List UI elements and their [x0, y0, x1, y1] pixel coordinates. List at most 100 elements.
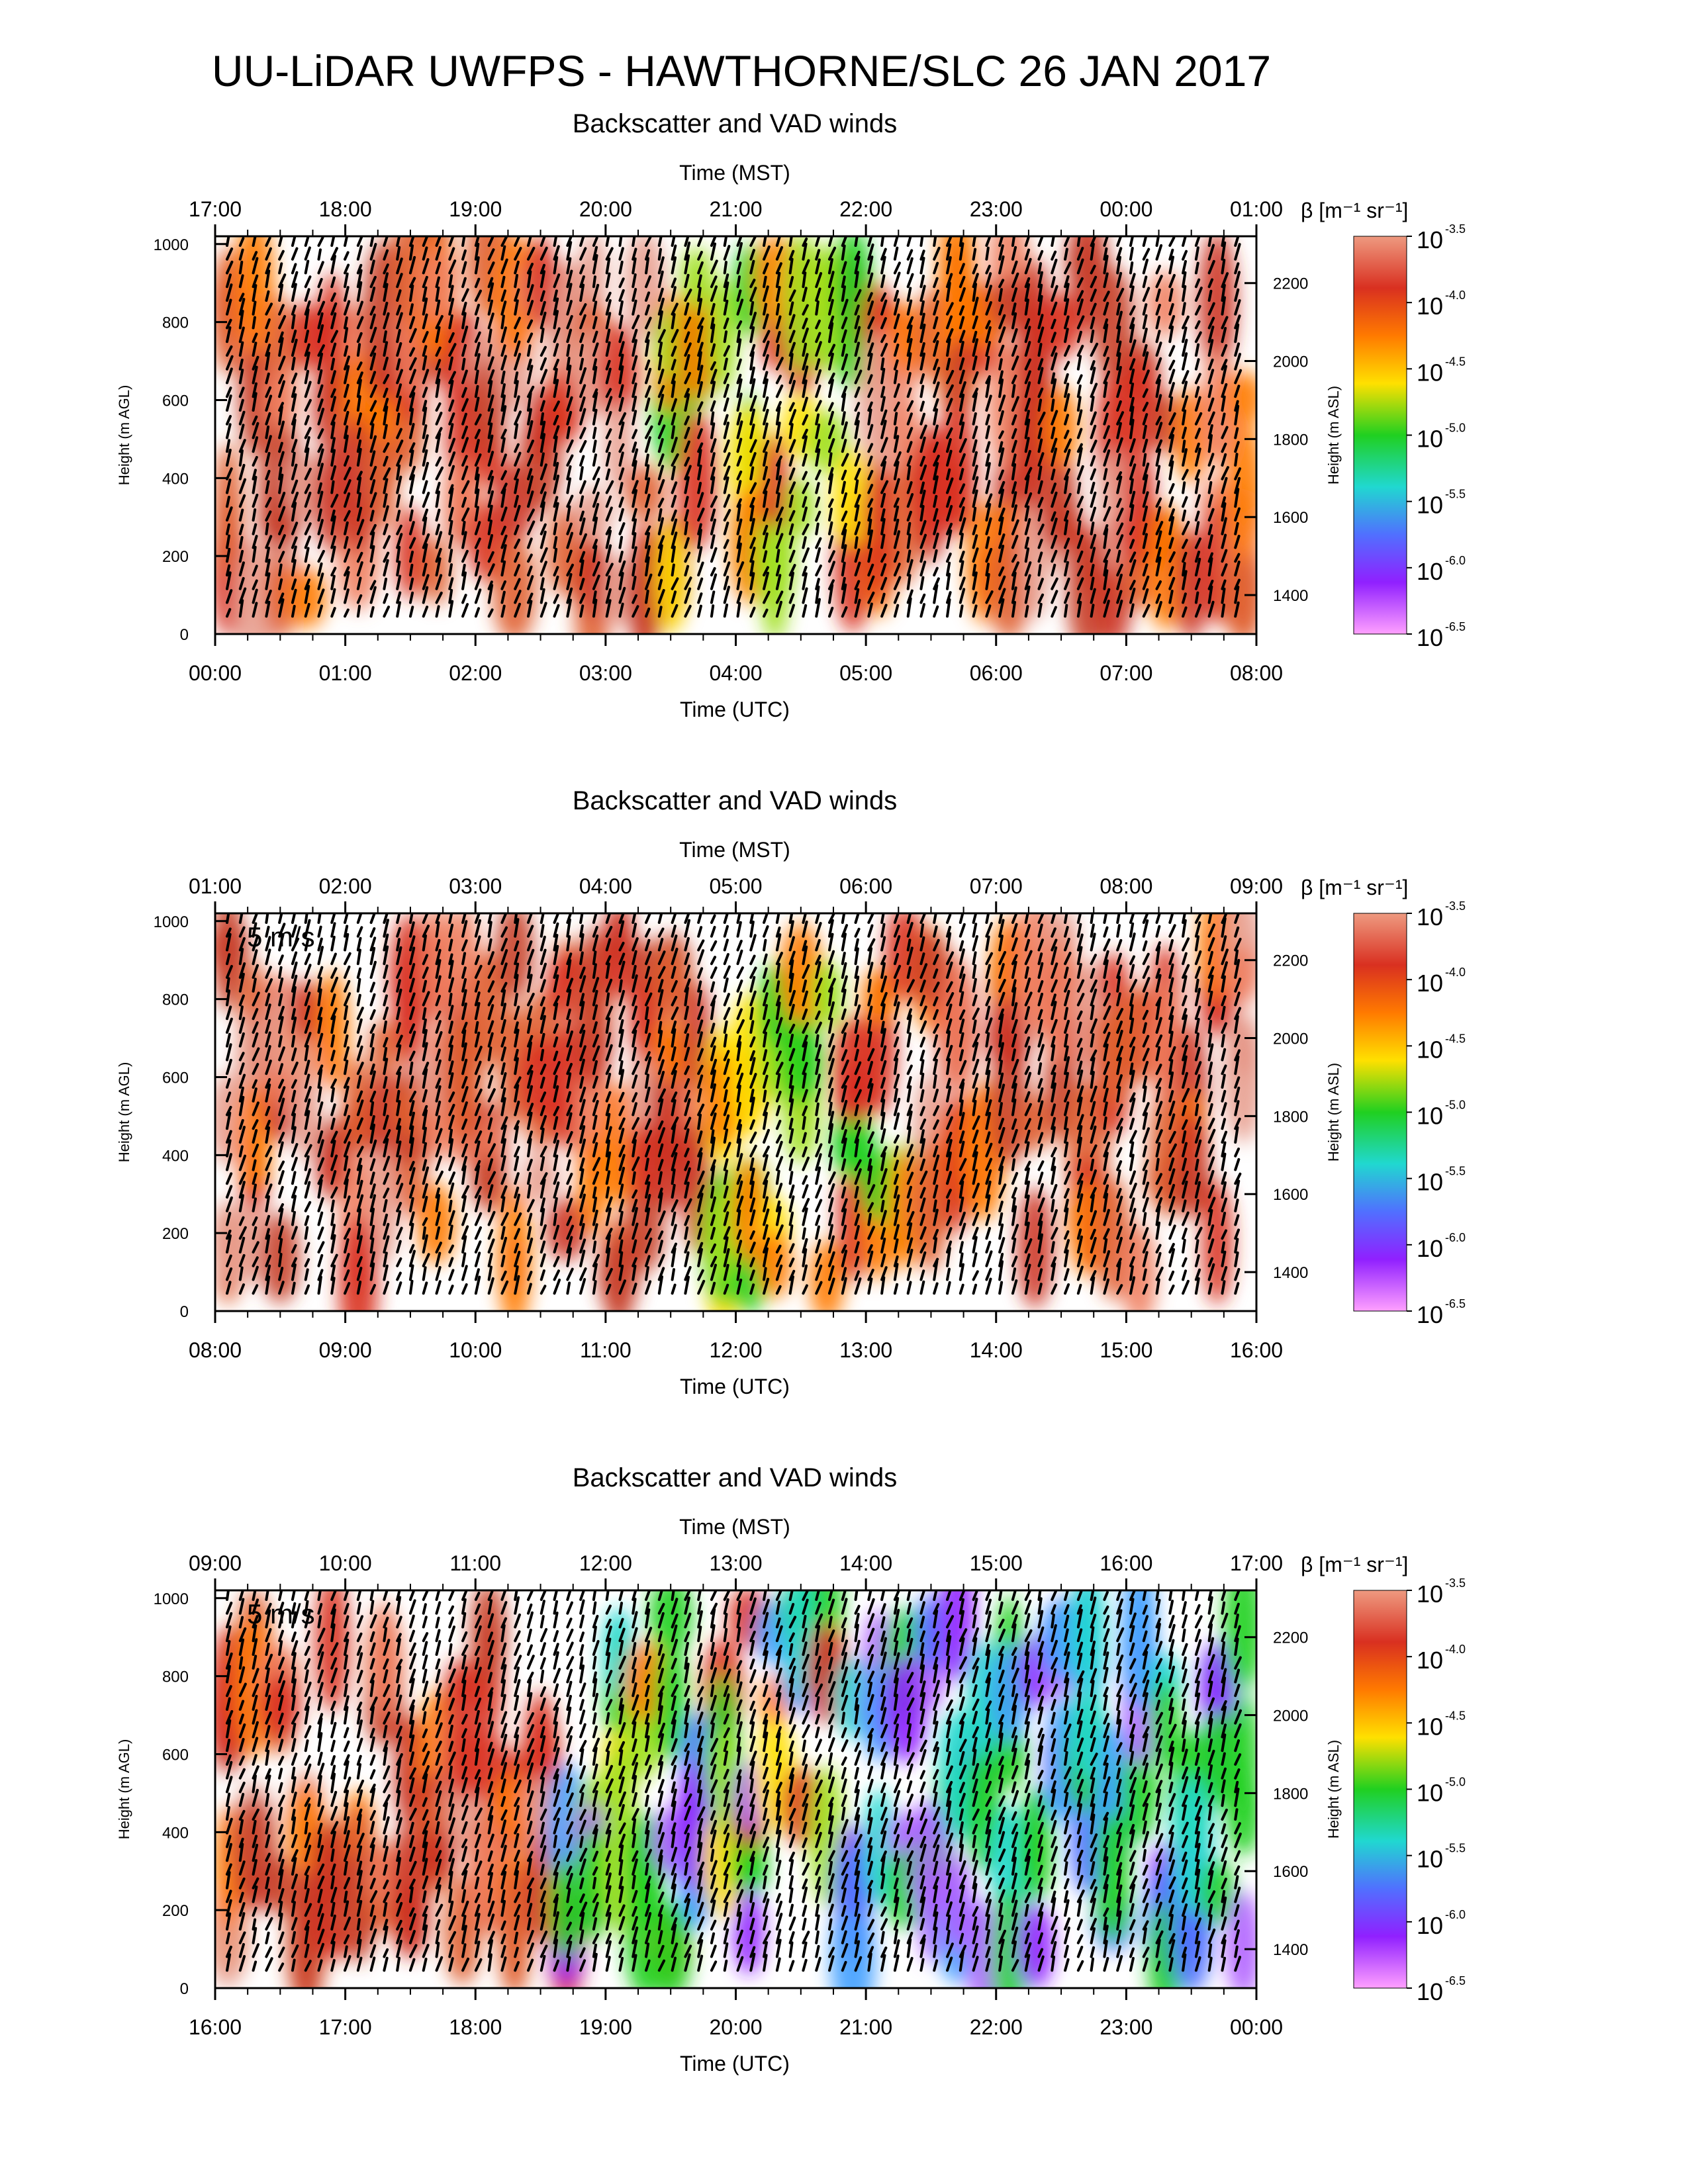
- wind-barb: [226, 1153, 232, 1171]
- wind-barb: [330, 396, 336, 412]
- wind-barb: [226, 1212, 232, 1226]
- backscatter-cell: [1017, 1187, 1054, 1308]
- wind-barb: [827, 1156, 833, 1171]
- wind-barb: [1011, 1118, 1017, 1130]
- wind-barb: [1234, 959, 1241, 979]
- wind-barb: [723, 509, 731, 522]
- wind-barb: [867, 300, 874, 316]
- wind-barb: [435, 326, 441, 343]
- wind-barb: [919, 1059, 925, 1075]
- wind-barb: [1221, 1250, 1227, 1267]
- wind-barb: [867, 602, 873, 618]
- wind-barb: [827, 561, 835, 576]
- wind-barb: [514, 951, 520, 966]
- wind-barb: [723, 273, 729, 289]
- wind-barb: [422, 1142, 428, 1158]
- wind-barb: [946, 561, 951, 576]
- wind-barb: [539, 482, 546, 494]
- wind-barb: [526, 284, 534, 302]
- wind-barb: [657, 1171, 663, 1185]
- wind-barb: [1182, 1199, 1187, 1212]
- wind-barb: [579, 1184, 586, 1199]
- wind-barb: [671, 1211, 677, 1226]
- wind-barb: [933, 340, 939, 357]
- wind-barb: [356, 1134, 363, 1144]
- wind-barb: [330, 1064, 336, 1075]
- wind-barb: [356, 1179, 363, 1199]
- wind-barb: [252, 436, 259, 453]
- wind-barb: [1037, 1283, 1043, 1295]
- wind-barb: [763, 571, 769, 590]
- wind-barb: [775, 533, 784, 549]
- wind-barb: [998, 314, 1006, 330]
- wind-barb: [605, 1103, 611, 1116]
- wind-barb: [487, 1265, 493, 1281]
- wind-barb: [500, 981, 508, 993]
- wind-barb: [959, 923, 966, 938]
- wind-barb: [369, 1224, 375, 1240]
- wind-barb: [238, 1017, 246, 1034]
- wind-barb: [1207, 411, 1215, 426]
- wind-barb: [1182, 426, 1187, 439]
- wind-barb: [226, 1139, 232, 1158]
- wind-barb: [723, 1089, 728, 1103]
- wind-barb: [919, 593, 926, 604]
- wind-barb: [592, 300, 598, 316]
- wind-barb: [1051, 398, 1055, 412]
- wind-barb: [592, 1223, 598, 1240]
- wind-barb: [317, 534, 324, 549]
- wind-barb: [645, 1056, 652, 1075]
- wind-barb: [605, 367, 612, 385]
- wind-barb: [618, 277, 625, 289]
- wind-barb: [291, 271, 299, 289]
- wind-barb: [827, 919, 834, 938]
- wind-barb: [763, 1196, 769, 1212]
- wind-barb: [946, 328, 954, 343]
- wind-barb: [893, 576, 902, 590]
- wind-barb: [1142, 575, 1150, 590]
- wind-barb: [788, 1211, 794, 1226]
- wind-barb: [933, 1047, 941, 1062]
- wind-barb: [893, 497, 900, 508]
- wind-barb: [1168, 1143, 1177, 1158]
- wind-barb: [1064, 361, 1070, 371]
- wind-barb: [906, 1111, 913, 1130]
- wind-barb: [605, 1113, 611, 1130]
- wind-barb: [763, 1019, 771, 1034]
- wind-barb: [788, 1171, 794, 1185]
- wind-barb: [605, 428, 612, 439]
- wind-barb: [645, 385, 651, 398]
- wind-barb: [514, 468, 520, 480]
- wind-barb: [1182, 952, 1188, 966]
- wind-barb: [697, 365, 704, 385]
- wind-barb: [827, 424, 835, 439]
- wind-barb: [1234, 342, 1241, 357]
- wind-barb: [632, 937, 639, 952]
- wind-barb: [344, 434, 349, 453]
- wind-barb: [422, 1183, 428, 1199]
- wind-barb: [226, 608, 232, 618]
- wind-barb: [1116, 976, 1121, 993]
- wind-barb: [1037, 593, 1045, 604]
- wind-barb: [448, 1072, 454, 1089]
- wind-barb: [344, 588, 350, 604]
- wind-barb: [919, 1106, 925, 1116]
- wind-barb: [238, 972, 245, 993]
- wind-barb: [474, 277, 481, 289]
- wind-barb: [605, 588, 612, 604]
- wind-barb: [408, 495, 414, 508]
- wind-barb: [1168, 1284, 1175, 1295]
- wind-barb: [553, 255, 559, 275]
- wind-barb: [500, 1173, 507, 1185]
- right-tick-label: 1600: [1273, 1186, 1308, 1204]
- wind-barb: [422, 461, 430, 480]
- wind-barb: [1064, 925, 1069, 938]
- wind-barb: [998, 1126, 1006, 1144]
- wind-barb: [723, 465, 731, 480]
- wind-barb: [514, 1193, 521, 1212]
- wind-barb: [736, 1035, 742, 1048]
- wind-barb: [736, 1265, 741, 1281]
- wind-barb: [1051, 1103, 1056, 1116]
- wind-barb: [592, 1142, 598, 1158]
- wind-barb: [946, 932, 952, 952]
